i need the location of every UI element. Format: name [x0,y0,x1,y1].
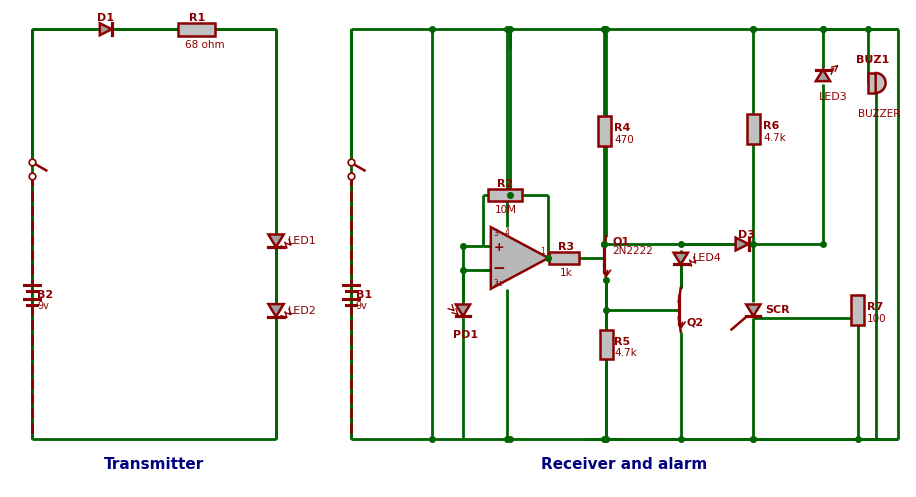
Polygon shape [816,70,830,81]
Polygon shape [673,253,688,264]
Polygon shape [736,238,748,250]
Text: 9v: 9v [38,301,49,311]
Text: BUZZER: BUZZER [857,109,900,119]
Text: B1: B1 [355,290,372,300]
Text: LED1: LED1 [288,236,317,246]
Text: D3: D3 [738,230,756,240]
Text: R7: R7 [867,302,883,312]
Text: 68 ohm: 68 ohm [184,40,224,50]
Bar [747,114,759,144]
Text: BUZ1: BUZ1 [856,55,889,65]
Text: Q2: Q2 [687,318,703,328]
Wedge shape [876,73,886,93]
Text: D1: D1 [97,13,114,23]
Bar [598,116,611,146]
Text: 100: 100 [867,314,887,324]
Text: R3: R3 [559,242,574,252]
Text: SCR: SCR [765,305,790,315]
Text: 4: 4 [505,228,509,237]
Text: B2: B2 [38,290,53,300]
Polygon shape [268,304,284,317]
Text: LED3: LED3 [819,92,847,102]
Text: 2N2222: 2N2222 [612,246,653,256]
Text: 1: 1 [540,247,544,256]
Text: Q1: Q1 [612,236,629,246]
Text: Receiver and alarm: Receiver and alarm [541,457,707,472]
Text: 470: 470 [614,135,634,145]
Bar [488,189,521,201]
Text: −: − [493,261,505,276]
Text: PD1: PD1 [453,330,478,339]
Text: R5: R5 [614,336,630,346]
Bar [178,23,215,36]
Text: 11: 11 [494,281,503,287]
Bar [867,73,876,93]
Text: R2: R2 [496,179,513,189]
Text: R6: R6 [763,121,780,131]
Text: R1: R1 [189,13,205,23]
Text: LED2: LED2 [288,306,317,316]
Text: R4: R4 [614,123,630,133]
Text: 3: 3 [494,229,498,238]
Text: 1k: 1k [560,268,572,278]
Polygon shape [100,23,112,35]
Text: 2: 2 [494,279,498,288]
Text: 4.7k: 4.7k [763,133,786,143]
Bar [851,295,864,325]
Polygon shape [456,305,470,316]
Polygon shape [747,305,760,316]
Text: LED4: LED4 [692,253,722,263]
Text: +: + [494,241,504,254]
Text: 10M: 10M [495,205,517,215]
Polygon shape [491,227,549,289]
Text: Transmitter: Transmitter [104,457,204,472]
Text: 4.7k: 4.7k [614,348,637,358]
Bar [550,252,579,264]
Polygon shape [268,235,284,247]
Text: 9v: 9v [355,301,367,311]
Bar [600,330,613,359]
